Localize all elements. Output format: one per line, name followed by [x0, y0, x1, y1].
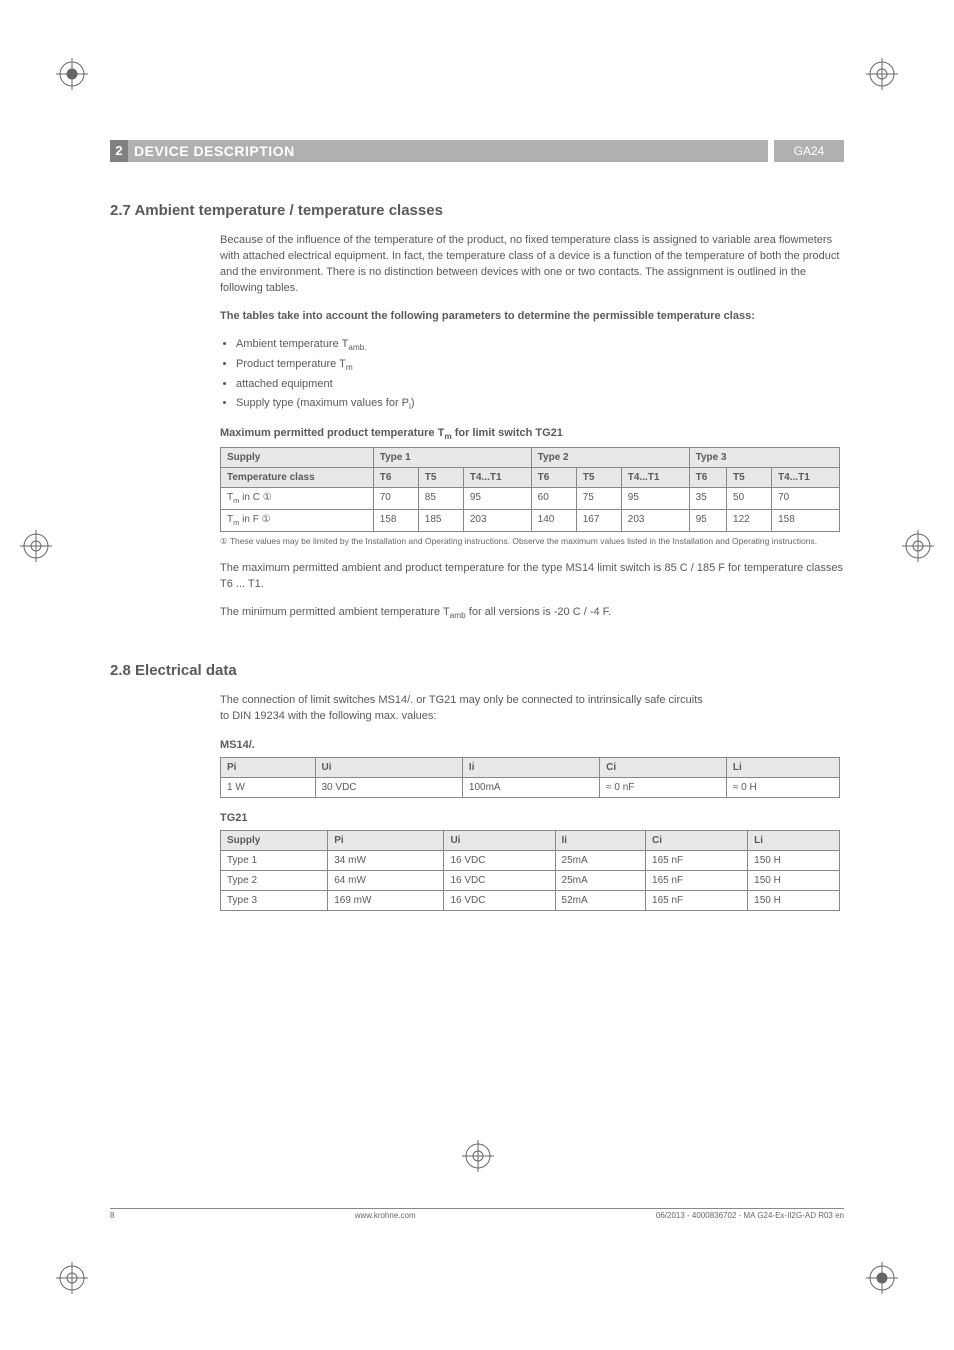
tg21-temp-table-caption: Maximum permitted product temperature Tm…	[220, 427, 844, 441]
tg21-table: Supply Pi Ui Ii Ci Li Type 1 34 mW 16 VD…	[220, 830, 840, 911]
section-2-7-para3: The maximum permitted ambient and produc…	[220, 561, 844, 593]
th: Pi	[221, 758, 316, 778]
temperature-table: Supply Type 1 Type 2 Type 3 Temperature …	[220, 447, 840, 532]
th-sub: T4...T1	[463, 468, 531, 488]
section-2-7-para2: The tables take into account the followi…	[220, 309, 844, 325]
th: Pi	[328, 831, 444, 851]
section-2-8-para1: The connection of limit switches MS14/. …	[220, 693, 844, 709]
footer-docref: 06/2013 - 4000836702 - MA G24-Ex-II2G-AD…	[656, 1211, 844, 1220]
th-type2: Type 2	[531, 448, 689, 468]
section-2-7-para1: Because of the influence of the temperat…	[220, 233, 844, 297]
registration-mark-icon	[902, 530, 934, 562]
chapter-title: DEVICE DESCRIPTION	[128, 140, 768, 162]
th: Li	[726, 758, 839, 778]
th-sub: T5	[576, 468, 621, 488]
table-row: Type 3 169 mW 16 VDC 52mA 165 nF 150 H	[221, 891, 840, 911]
tg21-caption: TG21	[220, 812, 844, 824]
section-2-7-para4: The minimum permitted ambient temperatur…	[220, 605, 844, 622]
section-2-8-heading: 2.8 Electrical data	[110, 662, 844, 679]
section-2-7-heading: 2.7 Ambient temperature / temperature cl…	[110, 202, 844, 219]
list-item: Product temperature Tm	[236, 357, 844, 374]
th-temp-class: Temperature class	[221, 468, 374, 488]
registration-mark-icon	[56, 1262, 88, 1294]
table-row: Tm in C ① 70 85 95 60 75 95 35 50 70	[221, 488, 840, 510]
th-sub: T5	[418, 468, 463, 488]
registration-mark-icon	[462, 1140, 494, 1172]
th-supply: Supply	[221, 448, 374, 468]
registration-mark-icon	[866, 58, 898, 90]
table-row: Tm in F ① 158 185 203 140 167 203 95 122…	[221, 510, 840, 532]
footer-url: www.krohne.com	[355, 1211, 416, 1220]
th-sub: T6	[689, 468, 726, 488]
ms14-caption: MS14/.	[220, 739, 844, 751]
table-row: Type 2 64 mW 16 VDC 25mA 165 nF 150 H	[221, 871, 840, 891]
th: Ii	[555, 831, 646, 851]
device-code: GA24	[774, 140, 844, 162]
chapter-number: 2	[110, 140, 128, 162]
th-sub: T6	[373, 468, 418, 488]
page-footer: 8 www.krohne.com 06/2013 - 4000836702 - …	[110, 1208, 844, 1220]
registration-mark-icon	[56, 58, 88, 90]
registration-mark-icon	[20, 530, 52, 562]
list-item: attached equipment	[236, 377, 844, 393]
list-item: Supply type (maximum values for Pi)	[236, 396, 844, 413]
page-number: 8	[110, 1211, 114, 1220]
th: Ui	[315, 758, 462, 778]
chapter-header: 2 DEVICE DESCRIPTION GA24	[110, 140, 844, 162]
table-row: 1 W 30 VDC 100mA ≈ 0 nF ≈ 0 H	[221, 778, 840, 798]
temperature-table-footnote: ① These values may be limited by the Ins…	[220, 536, 844, 547]
th-type1: Type 1	[373, 448, 531, 468]
list-item: Ambient temperature Tamb.	[236, 337, 844, 354]
th-type3: Type 3	[689, 448, 839, 468]
th: Ui	[444, 831, 555, 851]
parameter-list: Ambient temperature Tamb. Product temper…	[220, 337, 844, 413]
th: Ii	[462, 758, 599, 778]
table-row: Type 1 34 mW 16 VDC 25mA 165 nF 150 H	[221, 851, 840, 871]
th: Ci	[600, 758, 727, 778]
th-sub: T6	[531, 468, 576, 488]
th: Supply	[221, 831, 328, 851]
th-sub: T5	[727, 468, 772, 488]
section-2-8-para2: to DIN 19234 with the following max. val…	[220, 709, 844, 725]
ms14-table: Pi Ui Ii Ci Li 1 W 30 VDC 100mA ≈ 0 nF ≈…	[220, 757, 840, 798]
th-sub: T4...T1	[621, 468, 689, 488]
th: Ci	[646, 831, 748, 851]
registration-mark-icon	[866, 1262, 898, 1294]
th: Li	[748, 831, 840, 851]
th-sub: T4...T1	[772, 468, 840, 488]
